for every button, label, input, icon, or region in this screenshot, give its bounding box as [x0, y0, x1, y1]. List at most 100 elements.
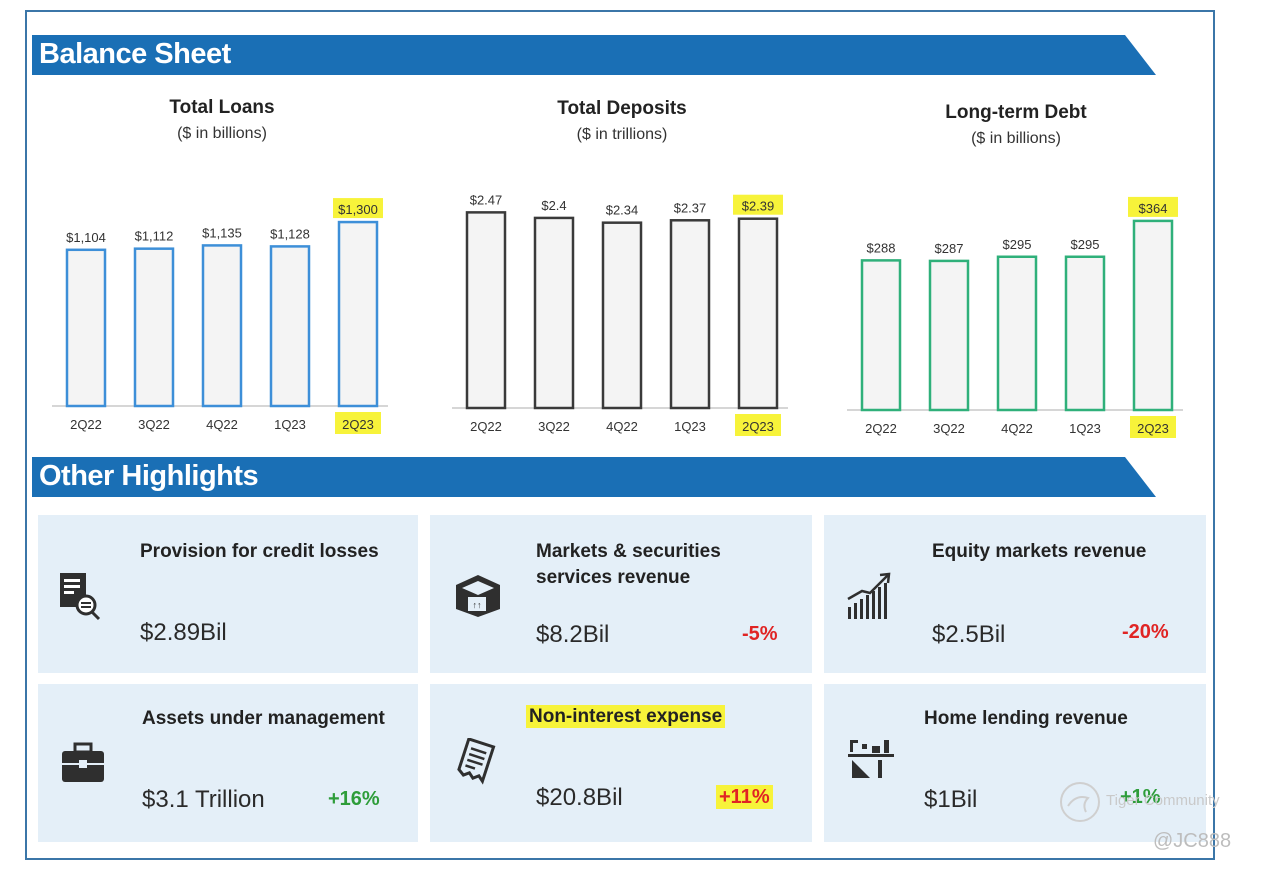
loans-value-label: $1,300: [338, 202, 378, 217]
deposits-category-label: 2Q23: [742, 419, 774, 434]
loans-chart-subtitle: ($ in billions): [177, 125, 267, 142]
deposits-category-label: 1Q23: [674, 419, 706, 434]
highlighted-title: Non-interest expense: [526, 705, 726, 728]
long-term-debt-chart: $288 2Q22 $287 3Q22 $295 4Q22 $295 1Q23 $364 2Q23: [847, 196, 1183, 438]
card-title: Equity markets revenue: [932, 541, 1147, 562]
loans-category-label: 4Q22: [206, 417, 238, 432]
other-highlights-banner: Other Highlights: [32, 457, 1156, 497]
report-frame: [25, 10, 1215, 860]
deposits-category-label: 3Q22: [538, 419, 570, 434]
highlight-card-non-interest-expense: Non-interest expense $20.8Bil +11%: [430, 684, 812, 842]
deposits-value-label: $2.4: [541, 198, 566, 213]
debt-value-label: $295: [1003, 237, 1032, 252]
loans-bar-4Q22: [201, 244, 243, 408]
debt-bar-2Q22: [860, 259, 902, 412]
card-change: +16%: [328, 788, 380, 810]
deposits-bar-2Q22: [465, 211, 507, 410]
loans-bar-2Q22: [65, 248, 107, 408]
highlight-card-aum: Assets under management $3.1 Trillion +1…: [38, 684, 418, 842]
loans-bar-2Q23: [337, 220, 379, 408]
loans-category-label: 2Q23: [342, 417, 374, 432]
debt-category-label: 4Q22: [1001, 421, 1033, 436]
deposits-chart-title: Total Deposits: [557, 98, 687, 119]
loans-category-label: 2Q22: [70, 417, 102, 432]
balance-sheet-title: Balance Sheet: [39, 38, 231, 70]
tiger-logo-icon: [1058, 780, 1102, 829]
debt-category-label: 2Q22: [865, 421, 897, 436]
deposits-value-label: $2.39: [742, 199, 775, 214]
card-title: Assets under management: [142, 708, 385, 729]
deposits-bar-4Q22: [601, 221, 643, 410]
deposits-value-label: $2.47: [470, 192, 503, 207]
card-value: $8.2Bil: [536, 621, 610, 648]
loans-bar-1Q23: [269, 245, 311, 408]
deposits-value-label: $2.37: [674, 200, 707, 215]
document-search-icon: [58, 571, 104, 626]
card-value: $1Bil: [924, 786, 978, 813]
debt-category-label: 3Q22: [933, 421, 965, 436]
deposits-value-highlight: [733, 194, 783, 215]
loans-category-highlight: [335, 412, 381, 434]
briefcase-icon: [60, 742, 106, 789]
debt-bar-3Q22: [928, 259, 970, 412]
loans-category-label: 1Q23: [274, 417, 306, 432]
debt-value-label: $364: [1139, 201, 1168, 216]
card-value: $2.5Bil: [932, 621, 1006, 648]
loans-value-label: $1,112: [135, 229, 174, 244]
card-change: +1%: [1120, 786, 1161, 808]
card-title: Home lending revenue: [924, 708, 1128, 729]
highlight-card-equity-markets: Equity markets revenue $2.5Bil -20%: [824, 515, 1206, 673]
card-change: -5%: [742, 623, 778, 645]
deposits-category-label: 2Q22: [470, 419, 502, 434]
debt-chart-title: Long-term Debt: [945, 102, 1087, 123]
other-highlights-title: Other Highlights: [39, 460, 259, 492]
loans-value-label: $1,104: [66, 230, 106, 245]
deposits-category-label: 4Q22: [606, 419, 638, 434]
receipt-icon: [452, 737, 498, 791]
debt-bar-1Q23: [1064, 255, 1106, 412]
debt-value-label: $287: [935, 241, 964, 256]
loans-bar-3Q22: [133, 247, 175, 408]
card-value: $3.1 Trillion: [142, 786, 265, 813]
deposits-bar-1Q23: [669, 219, 711, 410]
deposits-chart-subtitle: ($ in trillions): [576, 126, 668, 143]
debt-value-label: $288: [867, 240, 896, 255]
debt-category-highlight: [1130, 416, 1176, 438]
card-title: Non-interest expense: [526, 704, 806, 730]
card-value: $2.89Bil: [140, 619, 227, 646]
highlight-card-home-lending: Home lending revenue $1Bil +1%: [824, 684, 1206, 842]
deposits-bar-2Q23: [737, 217, 779, 410]
debt-category-label: 2Q23: [1137, 421, 1169, 436]
loans-chart-title: Total Loans: [169, 97, 275, 118]
loans-category-label: 3Q22: [138, 417, 170, 432]
debt-value-highlight: [1128, 196, 1178, 217]
loans-value-label: $1,128: [270, 226, 310, 241]
debt-category-label: 1Q23: [1069, 421, 1101, 436]
card-title: Markets & securities services revenue: [536, 541, 721, 588]
loans-value-highlight: [333, 198, 383, 219]
total-loans-chart: $1,104 2Q22 $1,112 3Q22 $1,135 4Q22 $1,128 1Q23…: [52, 198, 388, 434]
debt-bar-2Q23: [1132, 219, 1174, 412]
card-value: $20.8Bil: [536, 784, 623, 811]
loans-value-label: $1,135: [202, 225, 242, 240]
watermark-brand: Tiger Community: [1106, 792, 1220, 809]
total-deposits-chart: $2.47 2Q22 $2.4 3Q22 $2.34 4Q22 $2.37 1Q23 $2.39…: [452, 192, 788, 436]
home-lending-icon: [848, 738, 896, 791]
balance-sheet-banner: Balance Sheet: [32, 35, 1156, 75]
debt-bar-4Q22: [996, 255, 1038, 412]
growth-chart-icon: [846, 571, 894, 626]
deposits-bar-3Q22: [533, 216, 575, 410]
debt-chart-subtitle: ($ in billions): [971, 130, 1061, 147]
highlight-card-provision: Provision for credit losses $2.89Bil: [38, 515, 418, 673]
card-change: -20%: [1122, 621, 1169, 643]
deposits-value-label: $2.34: [606, 203, 639, 218]
svg-text:↑↑: ↑↑: [473, 600, 482, 610]
card-title: Provision for credit losses: [140, 541, 379, 562]
highlighted-change: +11%: [716, 785, 773, 809]
debt-value-label: $295: [1071, 237, 1100, 252]
box-icon: ↑↑: [454, 573, 502, 624]
card-change: +11%: [716, 785, 773, 809]
deposits-category-highlight: [735, 414, 781, 436]
watermark-handle: @JC888: [1153, 830, 1232, 852]
highlight-card-markets-securities: ↑↑ Markets & securities services revenue…: [430, 515, 812, 673]
